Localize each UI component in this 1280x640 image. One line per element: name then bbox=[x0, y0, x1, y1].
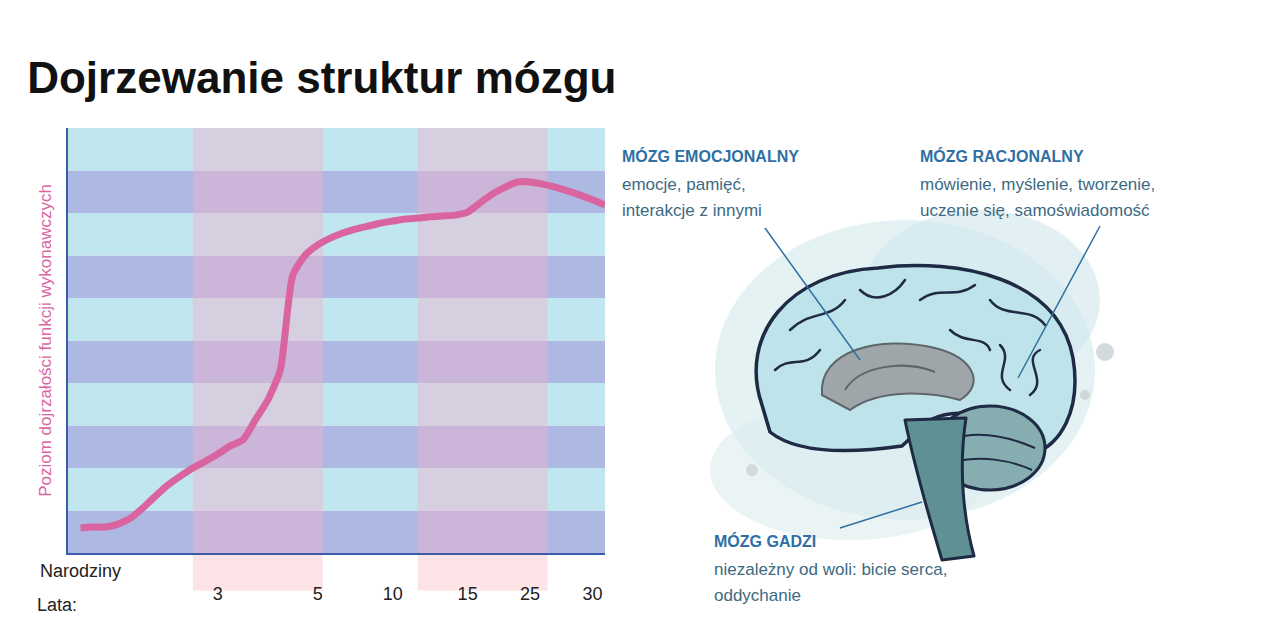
svg-text:5: 5 bbox=[313, 584, 323, 604]
svg-text:30: 30 bbox=[582, 584, 602, 604]
svg-text:emocje, pamięć,: emocje, pamięć, bbox=[622, 175, 746, 194]
svg-text:uczenie się, samoświadomość: uczenie się, samoświadomość bbox=[920, 201, 1150, 220]
svg-text:niezależny od woli: bicie serc: niezależny od woli: bicie serca, bbox=[714, 560, 947, 579]
svg-text:Poziom dojrzałości funkcji wyk: Poziom dojrzałości funkcji wykonawczych bbox=[36, 184, 55, 497]
svg-text:Narodziny: Narodziny bbox=[40, 561, 121, 581]
svg-text:interakcje z innymi: interakcje z innymi bbox=[622, 201, 762, 220]
svg-text:MÓZG RACJONALNY: MÓZG RACJONALNY bbox=[920, 147, 1084, 165]
svg-text:Lata:: Lata: bbox=[37, 595, 77, 615]
svg-text:mówienie, myślenie, tworzenie,: mówienie, myślenie, tworzenie, bbox=[920, 175, 1155, 194]
svg-text:Dojrzewanie struktur mózgu: Dojrzewanie struktur mózgu bbox=[27, 53, 616, 102]
svg-text:15: 15 bbox=[458, 584, 478, 604]
svg-text:MÓZG EMOCJONALNY: MÓZG EMOCJONALNY bbox=[622, 147, 799, 165]
svg-text:MÓZG GADZI: MÓZG GADZI bbox=[714, 532, 816, 550]
svg-text:3: 3 bbox=[213, 584, 223, 604]
svg-text:10: 10 bbox=[383, 584, 403, 604]
svg-text:25: 25 bbox=[520, 584, 540, 604]
svg-text:oddychanie: oddychanie bbox=[714, 586, 801, 605]
